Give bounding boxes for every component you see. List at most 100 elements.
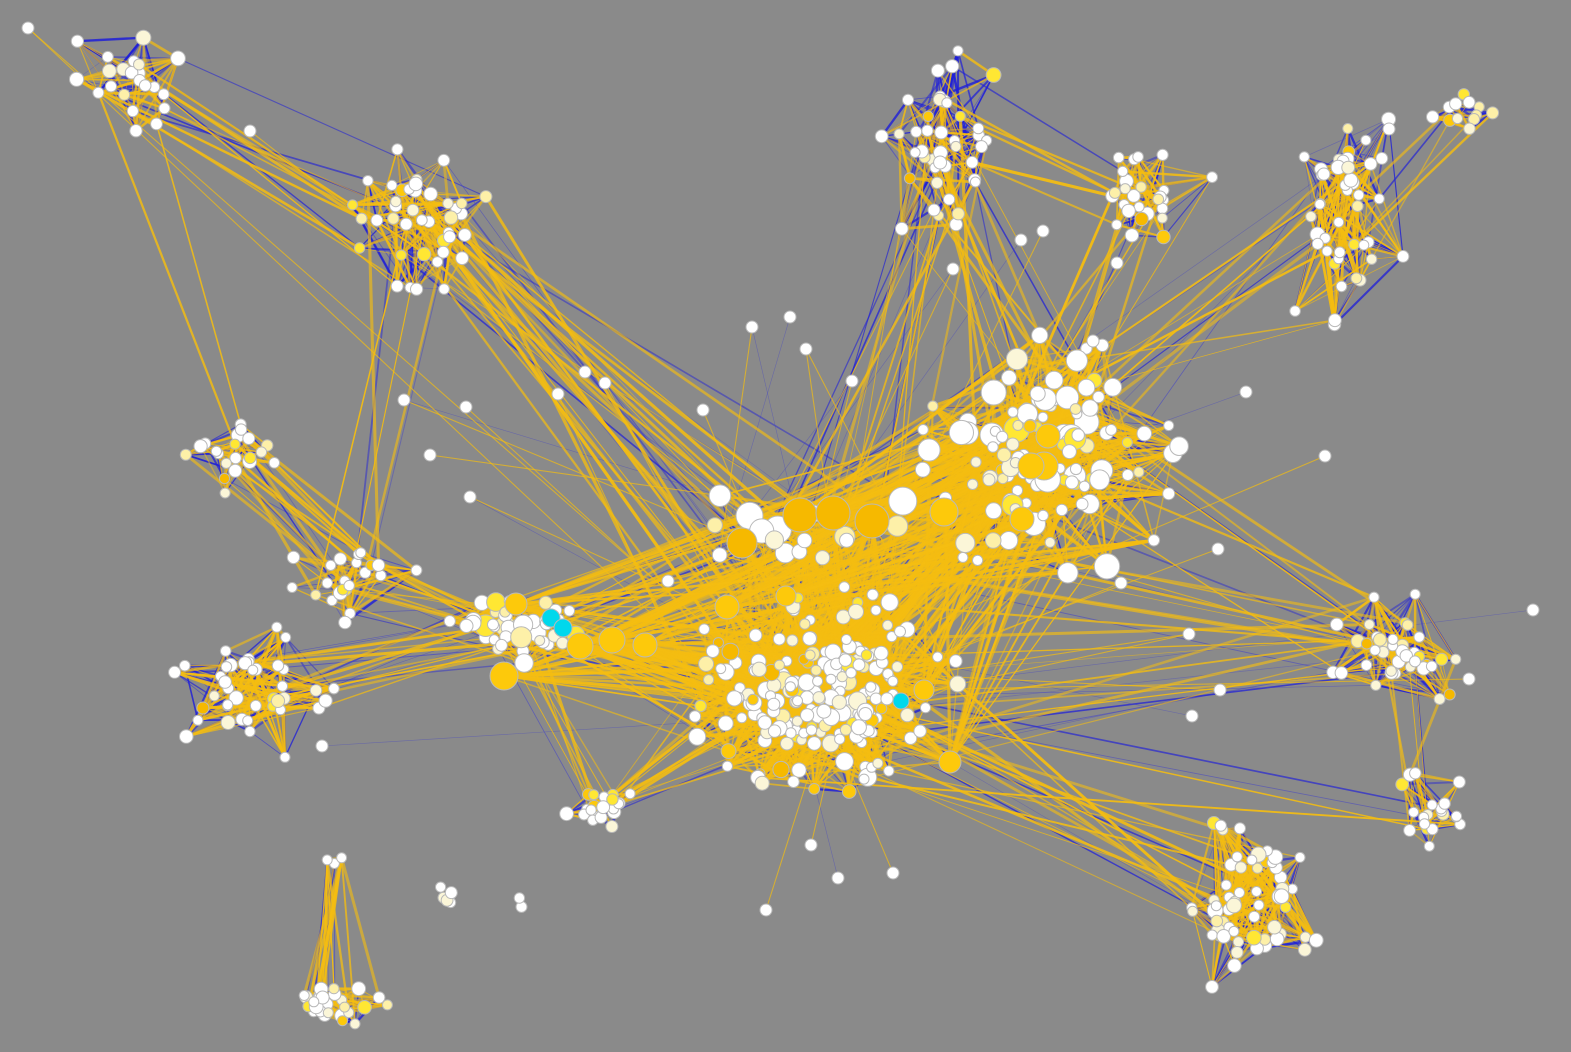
graph-node[interactable]: [747, 693, 759, 706]
graph-node[interactable]: [1329, 617, 1344, 632]
graph-node[interactable]: [578, 365, 592, 379]
graph-node[interactable]: [1037, 509, 1049, 522]
graph-node[interactable]: [950, 140, 962, 153]
graph-node[interactable]: [1373, 632, 1387, 647]
graph-node[interactable]: [1269, 931, 1285, 947]
graph-node[interactable]: [751, 661, 767, 677]
graph-node[interactable]: [238, 656, 253, 671]
graph-node[interactable]: [784, 681, 796, 693]
graph-node[interactable]: [910, 125, 923, 138]
graph-node[interactable]: [463, 490, 477, 504]
graph-node[interactable]: [351, 981, 367, 997]
graph-node[interactable]: [1526, 603, 1540, 617]
graph-node[interactable]: [1435, 652, 1449, 666]
graph-node[interactable]: [298, 990, 310, 1001]
graph-node[interactable]: [1216, 929, 1231, 944]
graph-node[interactable]: [1360, 659, 1373, 672]
graph-node[interactable]: [1005, 348, 1029, 371]
graph-node[interactable]: [1036, 224, 1050, 238]
graph-node[interactable]: [872, 757, 884, 769]
graph-node[interactable]: [1114, 576, 1128, 590]
graph-node[interactable]: [479, 190, 493, 204]
graph-node[interactable]: [362, 175, 374, 187]
graph-node[interactable]: [951, 207, 965, 221]
graph-node[interactable]: [866, 588, 879, 601]
graph-node[interactable]: [1162, 487, 1176, 501]
graph-node[interactable]: [605, 820, 619, 833]
graph-node[interactable]: [917, 438, 941, 462]
graph-node[interactable]: [1368, 591, 1380, 603]
graph-node[interactable]: [841, 784, 857, 799]
graph-node[interactable]: [1134, 211, 1149, 227]
graph-node[interactable]: [138, 79, 152, 92]
graph-node[interactable]: [1069, 462, 1083, 476]
graph-node[interactable]: [1044, 536, 1056, 548]
graph-node[interactable]: [1363, 157, 1378, 171]
graph-node[interactable]: [423, 186, 438, 202]
graph-node[interactable]: [804, 649, 816, 661]
graph-node[interactable]: [972, 122, 985, 135]
graph-node[interactable]: [397, 393, 411, 407]
graph-node[interactable]: [1451, 112, 1464, 125]
graph-node[interactable]: [416, 247, 432, 262]
graph-node[interactable]: [1409, 767, 1422, 780]
graph-node[interactable]: [286, 582, 298, 593]
graph-node[interactable]: [840, 634, 852, 645]
graph-node[interactable]: [410, 564, 423, 577]
graph-node[interactable]: [997, 473, 1009, 485]
graph-node[interactable]: [606, 793, 619, 806]
graph-node[interactable]: [706, 517, 723, 534]
graph-node[interactable]: [839, 723, 852, 736]
graph-node[interactable]: [229, 451, 242, 465]
graph-node[interactable]: [880, 593, 899, 612]
graph-node[interactable]: [243, 124, 257, 138]
graph-node[interactable]: [375, 569, 387, 582]
graph-node[interactable]: [455, 251, 470, 266]
graph-node[interactable]: [158, 102, 171, 115]
graph-node-large[interactable]: [775, 585, 797, 607]
graph-node[interactable]: [870, 604, 882, 616]
graph-node[interactable]: [1334, 666, 1349, 680]
graph-node[interactable]: [858, 773, 870, 785]
graph-node[interactable]: [1169, 436, 1189, 457]
graph-node[interactable]: [328, 983, 340, 995]
graph-node[interactable]: [824, 643, 842, 661]
graph-node[interactable]: [970, 456, 982, 468]
graph-node[interactable]: [1353, 189, 1365, 201]
graph-node[interactable]: [800, 708, 815, 723]
graph-node[interactable]: [436, 245, 450, 259]
graph-node[interactable]: [179, 659, 191, 672]
graph-node[interactable]: [1462, 672, 1476, 686]
graph-node[interactable]: [1438, 797, 1451, 810]
graph-node[interactable]: [1135, 181, 1147, 193]
graph-node[interactable]: [1121, 437, 1133, 448]
graph-node-large[interactable]: [913, 679, 935, 701]
graph-node[interactable]: [395, 249, 407, 261]
graph-node[interactable]: [1333, 246, 1346, 259]
graph-node[interactable]: [965, 155, 979, 169]
graph-node[interactable]: [913, 724, 927, 738]
graph-node[interactable]: [874, 129, 889, 144]
graph-node[interactable]: [1443, 688, 1456, 701]
graph-node[interactable]: [772, 760, 790, 779]
graph-node[interactable]: [791, 762, 807, 778]
graph-node-large[interactable]: [566, 632, 594, 660]
graph-node[interactable]: [355, 547, 367, 559]
graph-node-large[interactable]: [782, 497, 818, 533]
graph-node[interactable]: [996, 447, 1012, 463]
graph-node[interactable]: [1425, 660, 1438, 673]
graph-node[interactable]: [229, 438, 241, 450]
graph-node[interactable]: [193, 439, 208, 454]
graph-node[interactable]: [244, 725, 256, 738]
graph-node[interactable]: [1375, 152, 1389, 165]
graph-node[interactable]: [930, 63, 945, 78]
graph-node[interactable]: [371, 558, 386, 572]
graph-node[interactable]: [720, 743, 737, 759]
graph-node[interactable]: [1239, 385, 1253, 399]
graph-node[interactable]: [661, 574, 675, 588]
graph-node[interactable]: [805, 724, 818, 736]
graph-node[interactable]: [104, 80, 118, 93]
graph-node[interactable]: [1333, 216, 1345, 228]
